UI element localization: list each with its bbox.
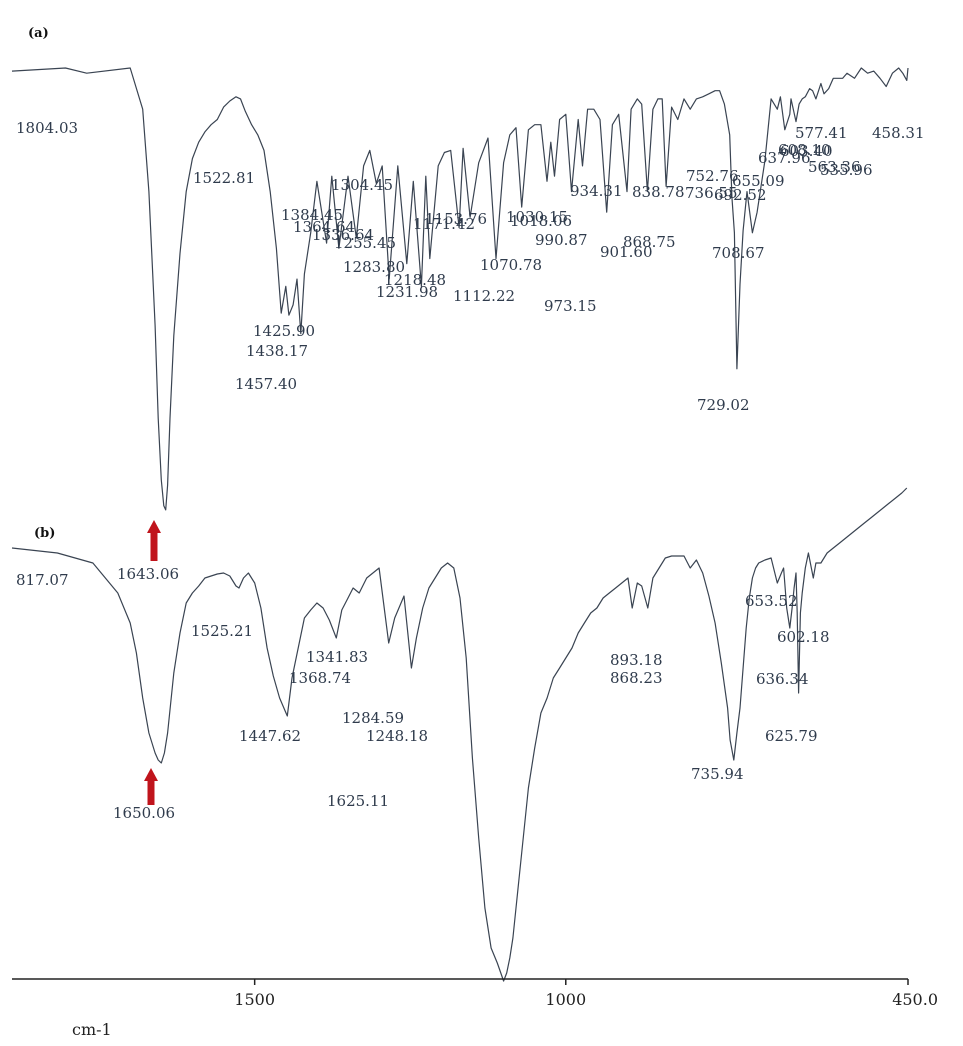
peak-label: 1341.83 xyxy=(306,648,368,666)
peak-label: 736.55 xyxy=(685,184,738,202)
peak-label: 1070.78 xyxy=(480,256,542,274)
panel-label-a: (a) xyxy=(28,26,49,41)
spectrum-line-b xyxy=(11,487,908,982)
peak-label: 1625.11 xyxy=(327,792,389,810)
peak-label: 817.07 xyxy=(16,571,69,589)
peak-label: 901.60 xyxy=(600,243,653,261)
peak-label: 1336.64 xyxy=(312,226,374,244)
peak-label: 990.87 xyxy=(535,231,588,249)
peak-label: 1457.40 xyxy=(235,375,297,393)
peak-arrow-a-head xyxy=(147,520,161,533)
peak-label: 535.96 xyxy=(820,161,873,179)
peak-label: 1643.06 xyxy=(117,565,179,583)
peak-label: 692.52 xyxy=(714,186,767,204)
peak-label: 973.15 xyxy=(544,297,597,315)
spectra-layer xyxy=(11,67,909,982)
peak-label: 893.18 xyxy=(610,651,663,669)
peak-label: 1425.90 xyxy=(253,322,315,340)
peak-label: 1447.62 xyxy=(239,727,301,745)
peak-label: 868.75 xyxy=(623,233,676,251)
peak-label: 1304.45 xyxy=(331,176,393,194)
x-axis-label: cm-1 xyxy=(72,1020,112,1039)
peak-label: 1438.17 xyxy=(246,342,308,360)
peak-label: 1368.74 xyxy=(289,669,351,687)
peak-label: 1525.21 xyxy=(191,622,253,640)
peak-label: 602.18 xyxy=(777,628,830,646)
peak-label: 1248.18 xyxy=(366,727,428,745)
peak-label: 1171.42 xyxy=(413,215,475,233)
x-tick-label: 1000 xyxy=(545,990,586,1009)
peak-arrow-a-shaft xyxy=(150,532,158,561)
peak-label: 1283.80 xyxy=(343,258,405,276)
peak-label: 729.02 xyxy=(697,396,750,414)
peak-label: 735.94 xyxy=(691,765,744,783)
peak-label: 1030.15 xyxy=(506,208,568,226)
peak-label: 1153.76 xyxy=(425,210,487,228)
peak-label: 752.76 xyxy=(686,167,739,185)
peak-label: 1231.98 xyxy=(376,283,438,301)
x-tick-label: 450.0 xyxy=(892,990,938,1009)
spectrum-line-a xyxy=(11,67,909,511)
peak-label: 603.40 xyxy=(780,142,833,160)
peak-label: 1522.81 xyxy=(193,169,255,187)
peak-arrows-layer xyxy=(144,520,161,805)
peak-label: 577.41 xyxy=(795,124,848,142)
peak-label: 653.52 xyxy=(745,592,798,610)
peak-arrow-b-shaft xyxy=(147,780,155,805)
peak-label: 1364.64 xyxy=(293,218,355,236)
x-tick-label: 1500 xyxy=(234,990,275,1009)
peak-label: 608.10 xyxy=(778,141,831,159)
peak-label: 708.67 xyxy=(712,244,765,262)
peak-label: 1112.22 xyxy=(453,287,515,305)
peak-label: 1384.45 xyxy=(281,206,343,224)
peak-label: 637.96 xyxy=(758,149,811,167)
peak-label: 1018.06 xyxy=(510,212,572,230)
peak-label: 655.09 xyxy=(732,172,785,190)
peak-label: 625.79 xyxy=(765,727,818,745)
peak-label: 563.36 xyxy=(808,158,861,176)
peak-labels-layer: 1804.03 1522.81 1304.45 1384.451364.641336.… xyxy=(16,119,925,822)
peak-label: 934.31 xyxy=(570,182,623,200)
peak-label: 1284.59 xyxy=(342,709,404,727)
peak-label: 1255.45 xyxy=(334,234,396,252)
peak-label: 868.23 xyxy=(610,669,663,687)
peak-label: 1804.03 xyxy=(16,119,78,137)
peak-label: 1650.06 xyxy=(113,804,175,822)
x-axis: 1500 1000 450.0 xyxy=(12,978,938,1009)
peak-label: 838.78 xyxy=(632,183,685,201)
peak-label: 458.31 xyxy=(872,124,925,142)
peak-arrow-b-head xyxy=(144,768,158,781)
peak-label: 1218.48 xyxy=(384,271,446,289)
peak-label: 636.34 xyxy=(756,670,809,688)
panel-label-b: (b) xyxy=(34,526,55,541)
